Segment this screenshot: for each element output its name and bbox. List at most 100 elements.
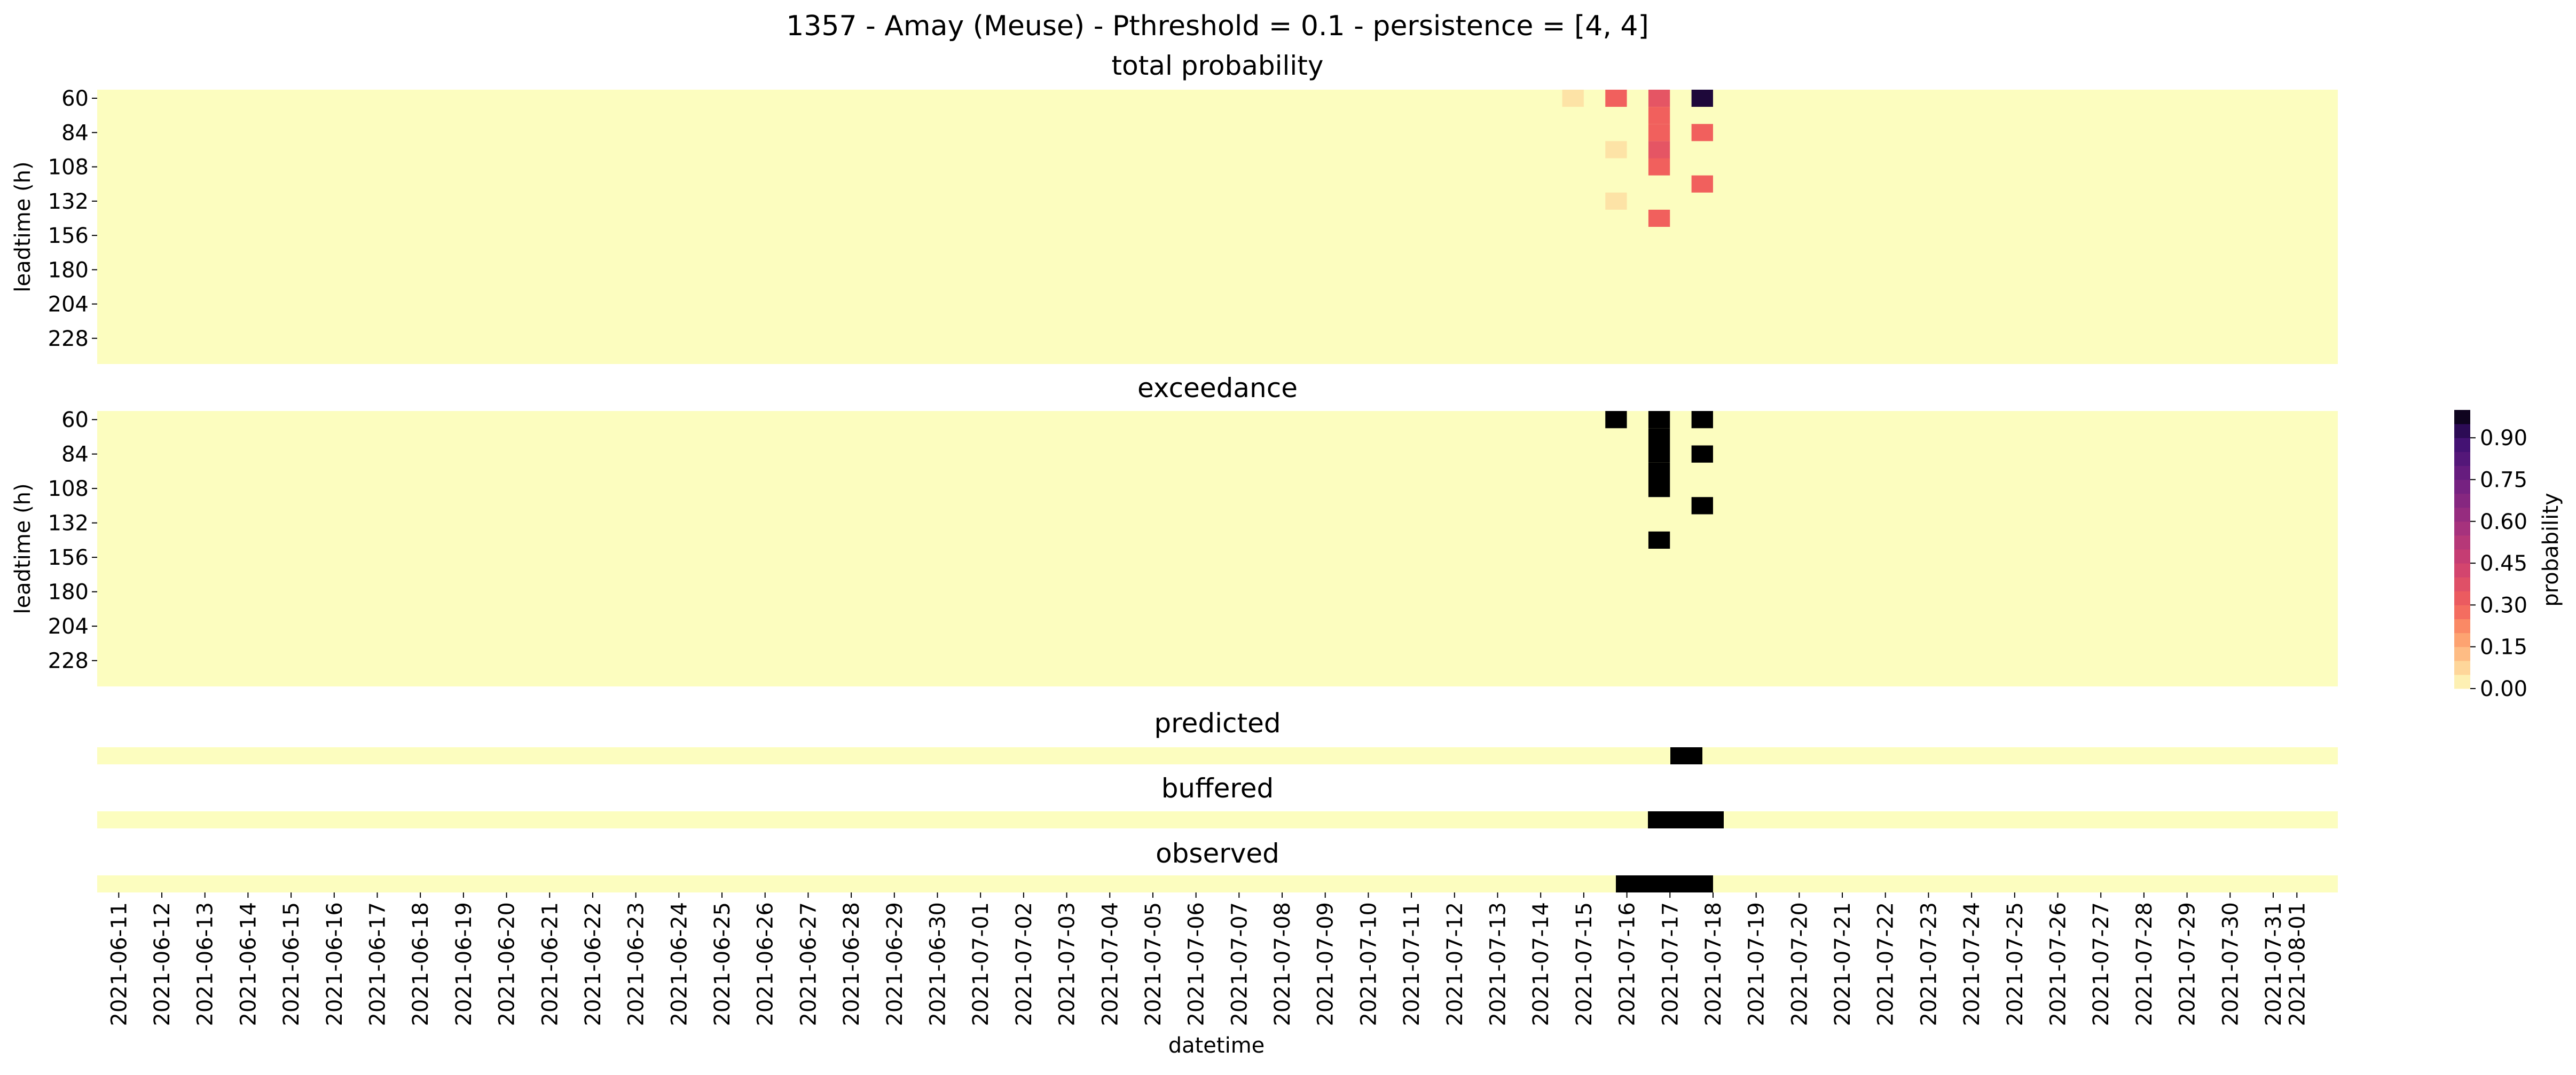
probability-cell (1691, 90, 1713, 107)
colorbar-band (2454, 452, 2470, 466)
observed-strip-bg (97, 875, 2338, 892)
x-tick-label: 2021-07-17 (1658, 902, 1683, 1026)
buffered-true-period (1648, 811, 1724, 828)
x-tick-label: 2021-07-08 (1270, 902, 1295, 1026)
colorbar-ticks: 0.00 0.15 0.30 0.45 0.60 0.75 0.90 (2470, 426, 2527, 701)
exceedance-cell (1648, 428, 1670, 446)
y-tick-label: 228 (48, 649, 89, 674)
y-tick-label: 204 (48, 614, 89, 639)
x-tick-label: 2021-07-11 (1400, 902, 1424, 1026)
probability-cell (1691, 124, 1713, 141)
x-tick-label: 2021-06-16 (323, 902, 347, 1026)
predicted-strip-bg (97, 747, 2338, 764)
y-tick-label: 204 (48, 293, 89, 317)
x-tick-label: 2021-07-28 (2132, 902, 2157, 1026)
colorbar-band (2454, 646, 2470, 661)
x-tick-label: 2021-07-21 (1831, 902, 1855, 1026)
observed-true-period (1616, 875, 1713, 892)
x-tick-label: 2021-07-09 (1314, 902, 1338, 1026)
x-tick-label: 2021-07-31 (2261, 902, 2286, 1026)
probability-cell (1648, 107, 1670, 124)
x-tick-label: 2021-07-23 (1917, 902, 1941, 1026)
total-probability-y-ticks: 60 84 108 132 156 180 204 228 (48, 86, 97, 351)
panel-exceedance: exceedance 60 84 108 132 156 180 204 228 leadti… (11, 373, 2338, 686)
panel-predicted: predicted (97, 708, 2338, 764)
y-tick-label: 132 (48, 189, 89, 214)
x-tick-label: 2021-07-05 (1141, 902, 1166, 1026)
x-tick-label: 2021-07-14 (1529, 902, 1553, 1026)
probability-cell (1648, 209, 1670, 227)
exceedance-heatmap-bg (97, 411, 2338, 686)
exceedance-cell (1648, 462, 1670, 480)
total-probability-heatmap-bg (97, 90, 2338, 364)
colorbar-band (2454, 577, 2470, 591)
x-tick-label: 2021-06-30 (926, 902, 951, 1026)
colorbar-band (2454, 535, 2470, 550)
probability-cell (1605, 141, 1627, 159)
exceedance-cell (1648, 531, 1670, 549)
colorbar-band (2454, 591, 2470, 605)
x-tick-label: 2021-07-12 (1443, 902, 1467, 1026)
total-probability-ylabel: leadtime (h) (11, 161, 35, 292)
panel-buffered: buffered (97, 773, 2338, 828)
y-tick-label: 180 (48, 580, 89, 605)
colorbar-band (2454, 410, 2470, 424)
exceedance-ylabel: leadtime (h) (11, 483, 35, 614)
colorbar-band (2454, 563, 2470, 578)
x-tick-label: 2021-06-20 (495, 902, 520, 1026)
x-tick-label: 2021-07-26 (2046, 902, 2071, 1026)
probability-cell (1648, 124, 1670, 141)
x-tick-label: 2021-07-25 (2003, 902, 2028, 1026)
x-tick-label: 2021-06-14 (236, 902, 261, 1026)
x-tick-label: 2021-07-15 (1572, 902, 1597, 1026)
x-tick-label: 2021-06-23 (624, 902, 649, 1026)
x-tick-label: 2021-06-22 (581, 902, 606, 1026)
x-tick-label: 2021-07-10 (1356, 902, 1381, 1026)
exceedance-cell (1605, 411, 1627, 429)
exceedance-cell (1648, 480, 1670, 497)
x-tick-label: 2021-07-19 (1745, 902, 1769, 1026)
colorbar-tick-label: 0.15 (2480, 635, 2527, 660)
y-tick-label: 180 (48, 258, 89, 282)
x-tick-label: 2021-07-27 (2089, 902, 2114, 1026)
x-tick-label: 2021-06-13 (193, 902, 218, 1026)
exceedance-cell (1648, 411, 1670, 429)
panel-title-total-probability: total probability (1112, 50, 1324, 81)
x-tick-label: 2021-07-01 (969, 902, 993, 1026)
y-tick-label: 60 (61, 86, 89, 111)
x-tick-label: 2021-06-11 (107, 902, 131, 1026)
exceedance-cells (1605, 411, 1713, 549)
colorbar-band (2454, 479, 2470, 494)
colorbar-tick-label: 0.00 (2480, 677, 2527, 701)
x-tick-label: 2021-06-25 (710, 902, 735, 1026)
panel-title-observed: observed (1156, 838, 1279, 869)
x-tick-label: 2021-07-30 (2218, 902, 2243, 1026)
x-tick-label: 2021-06-26 (753, 902, 778, 1026)
x-tick-label: 2021-06-24 (667, 902, 692, 1026)
colorbar-tick-label: 0.60 (2480, 510, 2527, 534)
x-tick-label: 2021-07-07 (1227, 902, 1252, 1026)
colorbar-band (2454, 465, 2470, 480)
probability-cell (1648, 90, 1670, 107)
colorbar-band (2454, 619, 2470, 634)
colorbar-band (2454, 549, 2470, 564)
x-tick-label: 2021-06-19 (452, 902, 476, 1026)
y-tick-label: 84 (61, 121, 89, 145)
colorbar-tick-label: 0.45 (2480, 551, 2527, 576)
x-tick-label: 2021-06-17 (366, 902, 390, 1026)
probability-cell (1691, 175, 1713, 193)
figure-title: 1357 - Amay (Meuse) - Pthreshold = 0.1 -… (786, 10, 1649, 42)
exceedance-cell (1691, 411, 1713, 429)
probability-cell (1648, 158, 1670, 176)
x-tick-label: 2021-06-15 (279, 902, 304, 1026)
panel-title-exceedance: exceedance (1137, 373, 1298, 404)
x-tick-label: 2021-07-16 (1615, 902, 1640, 1026)
x-tick-label: 2021-06-12 (150, 902, 175, 1026)
colorbar-label: probability (2539, 493, 2563, 606)
colorbar-band (2454, 521, 2470, 536)
total-probability-cells (1562, 90, 1713, 227)
y-tick-label: 156 (48, 224, 89, 248)
colorbar: 0.00 0.15 0.30 0.45 0.60 0.75 0.90 probability (2454, 410, 2563, 701)
colorbar-band (2454, 493, 2470, 508)
